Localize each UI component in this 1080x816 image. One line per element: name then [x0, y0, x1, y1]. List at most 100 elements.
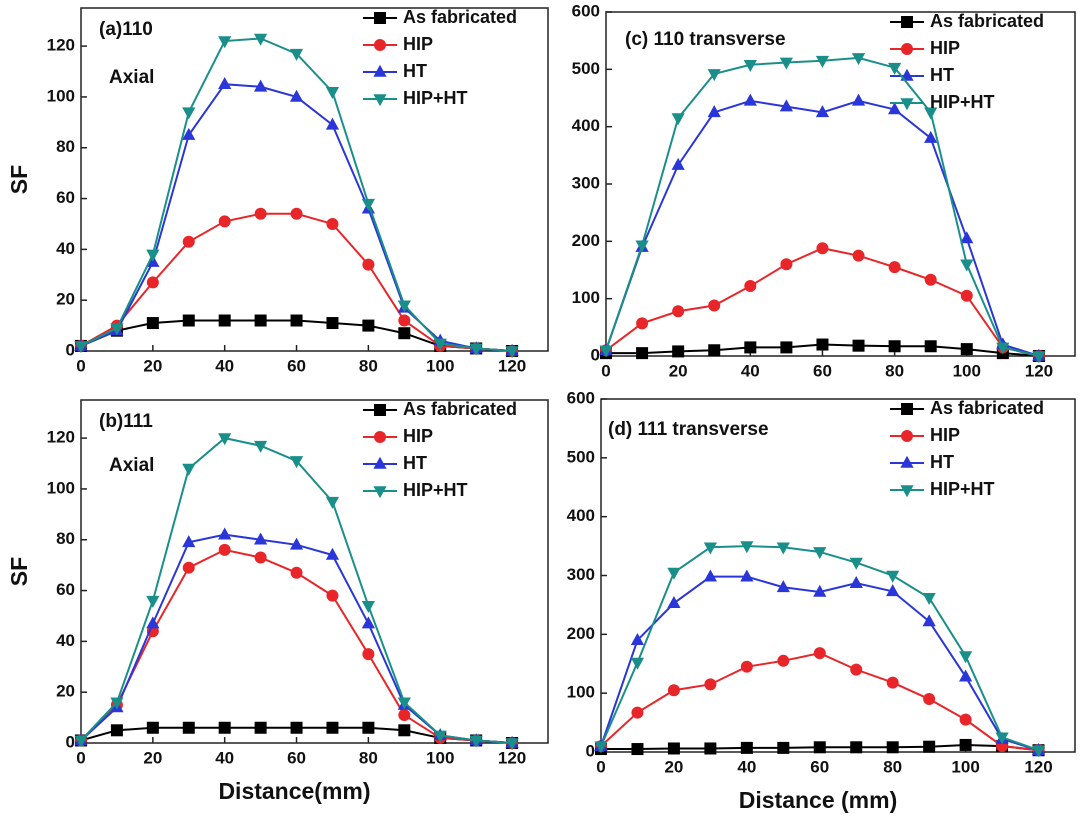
- marker: [254, 33, 268, 46]
- marker: [146, 721, 159, 734]
- marker: [254, 551, 267, 564]
- marker: [182, 463, 196, 476]
- marker: [740, 569, 754, 582]
- marker: [326, 589, 339, 602]
- plot-frame: [80, 7, 549, 352]
- marker: [888, 102, 902, 115]
- y-tick-label: 40: [56, 631, 75, 650]
- marker: [398, 709, 411, 722]
- y-tick-label: 120: [47, 36, 75, 55]
- legend-marker: [373, 94, 387, 107]
- legend-label: HIP+HT: [403, 88, 468, 108]
- marker: [886, 741, 899, 754]
- marker: [290, 721, 303, 734]
- marker: [707, 105, 721, 118]
- marker: [326, 217, 339, 230]
- legend-marker: [900, 68, 914, 81]
- marker: [672, 345, 685, 358]
- marker: [182, 721, 195, 734]
- marker: [290, 566, 303, 579]
- x-tick-label: 0: [596, 757, 605, 776]
- marker: [218, 36, 232, 49]
- y-tick-label: 20: [56, 290, 75, 309]
- marker: [849, 575, 863, 588]
- marker: [960, 231, 974, 244]
- x-tick-label: 0: [76, 356, 85, 375]
- marker: [777, 654, 790, 667]
- marker: [397, 697, 411, 710]
- marker: [740, 741, 753, 754]
- marker: [362, 319, 375, 332]
- legend-label: HT: [930, 65, 954, 85]
- marker: [397, 300, 411, 313]
- panel: 0 20 40 60 80 100 120 0 20 40 60 80 100 120 As fabrica…: [6, 7, 549, 375]
- marker: [671, 113, 685, 126]
- marker: [667, 684, 680, 697]
- x-tick-label: 100: [426, 356, 454, 375]
- marker: [469, 735, 483, 748]
- legend-label: HIP+HT: [930, 92, 995, 112]
- marker: [886, 676, 899, 689]
- x-tick-label: 80: [359, 748, 378, 767]
- y-tick-label: 40: [56, 239, 75, 258]
- x-axis-label: Distance (mm): [739, 787, 897, 813]
- y-tick-label: 0: [66, 732, 75, 751]
- marker: [635, 240, 649, 253]
- x-tick-label: 80: [359, 356, 378, 375]
- marker: [852, 339, 865, 352]
- marker: [849, 557, 863, 570]
- x-tick-label: 100: [953, 361, 981, 380]
- x-tick-label: 100: [951, 757, 979, 776]
- y-tick-label: 100: [567, 683, 595, 702]
- legend-label: HIP: [930, 38, 960, 58]
- marker: [667, 567, 681, 580]
- marker: [1031, 745, 1046, 758]
- marker: [218, 215, 231, 228]
- marker: [254, 440, 268, 453]
- series-line: [605, 99, 1040, 357]
- marker: [254, 314, 267, 327]
- marker: [743, 93, 757, 106]
- y-tick-label: 500: [567, 447, 595, 466]
- marker: [289, 537, 304, 550]
- marker: [959, 713, 972, 726]
- marker: [636, 347, 649, 360]
- marker: [816, 338, 829, 351]
- legend-marker: [373, 456, 387, 469]
- marker: [182, 314, 195, 327]
- plot-frame: [80, 399, 549, 744]
- y-tick-label: 300: [572, 173, 600, 192]
- annotation: Axial: [109, 455, 154, 476]
- marker: [505, 346, 519, 359]
- marker: [182, 107, 196, 120]
- y-tick-label: 80: [56, 529, 75, 548]
- series-line: [80, 212, 513, 352]
- y-tick-label: 0: [586, 741, 595, 760]
- marker: [922, 614, 936, 627]
- legend-marker: [373, 486, 387, 499]
- x-tick-label: 0: [76, 748, 85, 767]
- marker: [146, 595, 160, 608]
- panel-title: (d) 111 transverse: [608, 419, 769, 440]
- legend-label: As fabricated: [403, 7, 517, 27]
- legend-marker: [373, 64, 387, 77]
- y-tick-label: 400: [572, 116, 600, 135]
- marker: [959, 651, 973, 664]
- marker: [398, 327, 411, 340]
- legend-marker: [900, 485, 914, 498]
- marker: [218, 527, 232, 540]
- series-line: [80, 548, 513, 744]
- marker: [816, 242, 829, 255]
- marker: [924, 340, 937, 353]
- marker: [361, 616, 375, 629]
- marker: [777, 741, 790, 754]
- y-tick-label: 200: [567, 624, 595, 643]
- x-tick-label: 0: [601, 361, 610, 380]
- marker: [960, 289, 973, 302]
- x-tick-label: 120: [1025, 361, 1053, 380]
- y-tick-label: 120: [47, 428, 75, 447]
- legend-marker: [901, 430, 913, 442]
- x-tick-label: 20: [669, 361, 688, 380]
- legend-label: HIP: [930, 425, 960, 445]
